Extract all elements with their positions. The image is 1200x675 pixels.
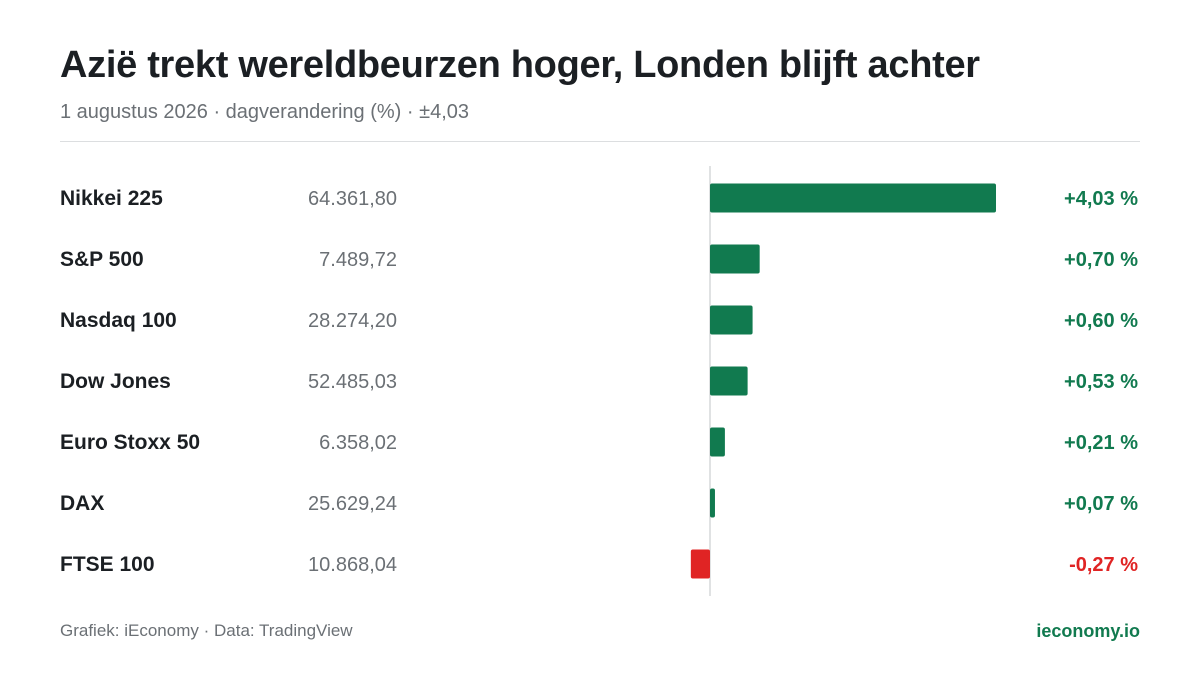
change-value-label: -0,27 % bbox=[1069, 554, 1138, 576]
change-value-label: +0,53 % bbox=[1064, 371, 1138, 393]
index-name-label: Nasdaq 100 bbox=[60, 309, 177, 332]
header-divider bbox=[60, 141, 1140, 142]
index-level-label: 25.629,24 bbox=[308, 493, 397, 515]
index-name-label: FTSE 100 bbox=[60, 553, 155, 576]
index-name-label: Dow Jones bbox=[60, 370, 171, 393]
index-name-label: Nikkei 225 bbox=[60, 187, 163, 210]
footer-credit: Grafiek: iEconomy · Data: TradingView bbox=[60, 621, 353, 640]
index-level-label: 6.358,02 bbox=[319, 432, 397, 454]
footer-site-link[interactable]: ieconomy.io bbox=[1036, 621, 1140, 641]
index-level-label: 28.274,20 bbox=[308, 310, 397, 332]
change-bar bbox=[690, 549, 710, 579]
change-value-label: +0,60 % bbox=[1064, 310, 1138, 332]
bar-chart: Nikkei 225 64.361,80 +4,03 % S&P 500 7.489,7… bbox=[60, 166, 1138, 596]
change-value-label: +0,07 % bbox=[1064, 493, 1138, 515]
index-name-label: DAX bbox=[60, 492, 104, 515]
change-bar bbox=[710, 183, 996, 213]
change-bar bbox=[710, 244, 760, 274]
change-bar bbox=[710, 427, 725, 457]
change-value-label: +0,70 % bbox=[1064, 249, 1138, 271]
change-value-label: +0,21 % bbox=[1064, 432, 1138, 454]
chart-title: Azië trekt wereldbeurzen hoger, Londen b… bbox=[60, 44, 980, 86]
change-bar bbox=[710, 366, 748, 396]
index-level-label: 52.485,03 bbox=[308, 371, 397, 393]
index-name-label: S&P 500 bbox=[60, 248, 144, 271]
index-name-label: Euro Stoxx 50 bbox=[60, 431, 200, 454]
index-level-label: 7.489,72 bbox=[319, 249, 397, 271]
index-level-label: 10.868,04 bbox=[308, 554, 397, 576]
change-value-label: +4,03 % bbox=[1064, 188, 1138, 210]
change-bar bbox=[710, 488, 715, 518]
index-level-label: 64.361,80 bbox=[308, 188, 397, 210]
change-bar bbox=[710, 305, 753, 335]
chart-subtitle: 1 augustus 2026 · dagverandering (%) · ±… bbox=[60, 101, 470, 123]
